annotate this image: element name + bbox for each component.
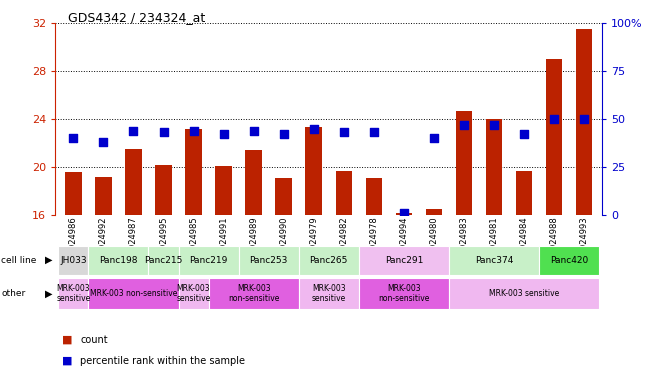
Text: Panc420: Panc420 (550, 256, 589, 265)
Bar (299, 246, 359, 275)
Point (249, 127, 259, 134)
Text: Panc253: Panc253 (249, 256, 288, 265)
Bar (245, 150, 262, 215)
Bar (305, 127, 322, 215)
Point (459, 122, 469, 128)
Bar (426, 209, 442, 215)
Bar (239, 246, 299, 275)
Bar (576, 29, 592, 215)
Point (218, 131, 229, 137)
Bar (125, 149, 142, 215)
Text: MRK-003
sensitive: MRK-003 sensitive (312, 284, 346, 303)
Point (158, 129, 169, 136)
Point (429, 135, 439, 141)
Point (489, 122, 499, 128)
Bar (186, 129, 202, 215)
Point (188, 127, 199, 134)
Text: MRK-003 non-sensitive: MRK-003 non-sensitive (90, 289, 177, 298)
Text: MRK-003
non-sensitive: MRK-003 non-sensitive (228, 284, 279, 303)
Text: Panc291: Panc291 (385, 256, 423, 265)
Point (98, 139, 109, 145)
Point (519, 131, 529, 137)
Bar (148, 246, 178, 275)
Bar (449, 246, 539, 275)
Bar (178, 278, 208, 309)
Bar (539, 246, 599, 275)
Text: MRK-003 sensitive: MRK-003 sensitive (489, 289, 559, 298)
Point (68, 135, 79, 141)
Text: MRK-003
sensitive: MRK-003 sensitive (56, 284, 90, 303)
Bar (275, 178, 292, 215)
Bar (516, 170, 533, 215)
Text: GDS4342 / 234324_at: GDS4342 / 234324_at (68, 12, 206, 25)
Text: MRK-003
sensitive: MRK-003 sensitive (176, 284, 211, 303)
Text: ▶: ▶ (44, 288, 52, 298)
Point (279, 131, 289, 137)
Text: ▶: ▶ (44, 255, 52, 265)
Bar (178, 246, 239, 275)
Bar (486, 119, 503, 215)
Text: Panc265: Panc265 (310, 256, 348, 265)
Bar (59, 246, 89, 275)
Bar (335, 170, 352, 215)
Text: JH033: JH033 (60, 256, 87, 265)
Text: MRK-003
non-sensitive: MRK-003 non-sensitive (378, 284, 430, 303)
Bar (299, 278, 359, 309)
Text: Panc198: Panc198 (99, 256, 137, 265)
Point (368, 129, 379, 136)
Text: Panc219: Panc219 (189, 256, 228, 265)
Text: count: count (80, 335, 107, 345)
Bar (95, 177, 112, 215)
Text: other: other (1, 289, 25, 298)
Point (398, 210, 409, 216)
Point (339, 129, 349, 136)
Bar (449, 278, 599, 309)
Text: ■: ■ (62, 335, 72, 345)
Point (128, 127, 139, 134)
Bar (215, 166, 232, 215)
Bar (359, 278, 449, 309)
Bar (359, 246, 449, 275)
Bar (208, 278, 299, 309)
Bar (65, 172, 81, 215)
Bar (155, 165, 172, 215)
Bar (396, 213, 412, 215)
Point (309, 126, 319, 132)
Bar (89, 246, 148, 275)
Text: ■: ■ (62, 356, 72, 366)
Bar (89, 278, 178, 309)
Bar (456, 111, 472, 215)
Bar (546, 59, 562, 215)
Point (579, 116, 589, 122)
Bar (59, 278, 89, 309)
Text: Panc374: Panc374 (475, 256, 513, 265)
Text: Panc215: Panc215 (145, 256, 183, 265)
Text: percentile rank within the sample: percentile rank within the sample (80, 356, 245, 366)
Point (549, 116, 559, 122)
Bar (366, 178, 382, 215)
Text: cell line: cell line (1, 256, 36, 265)
